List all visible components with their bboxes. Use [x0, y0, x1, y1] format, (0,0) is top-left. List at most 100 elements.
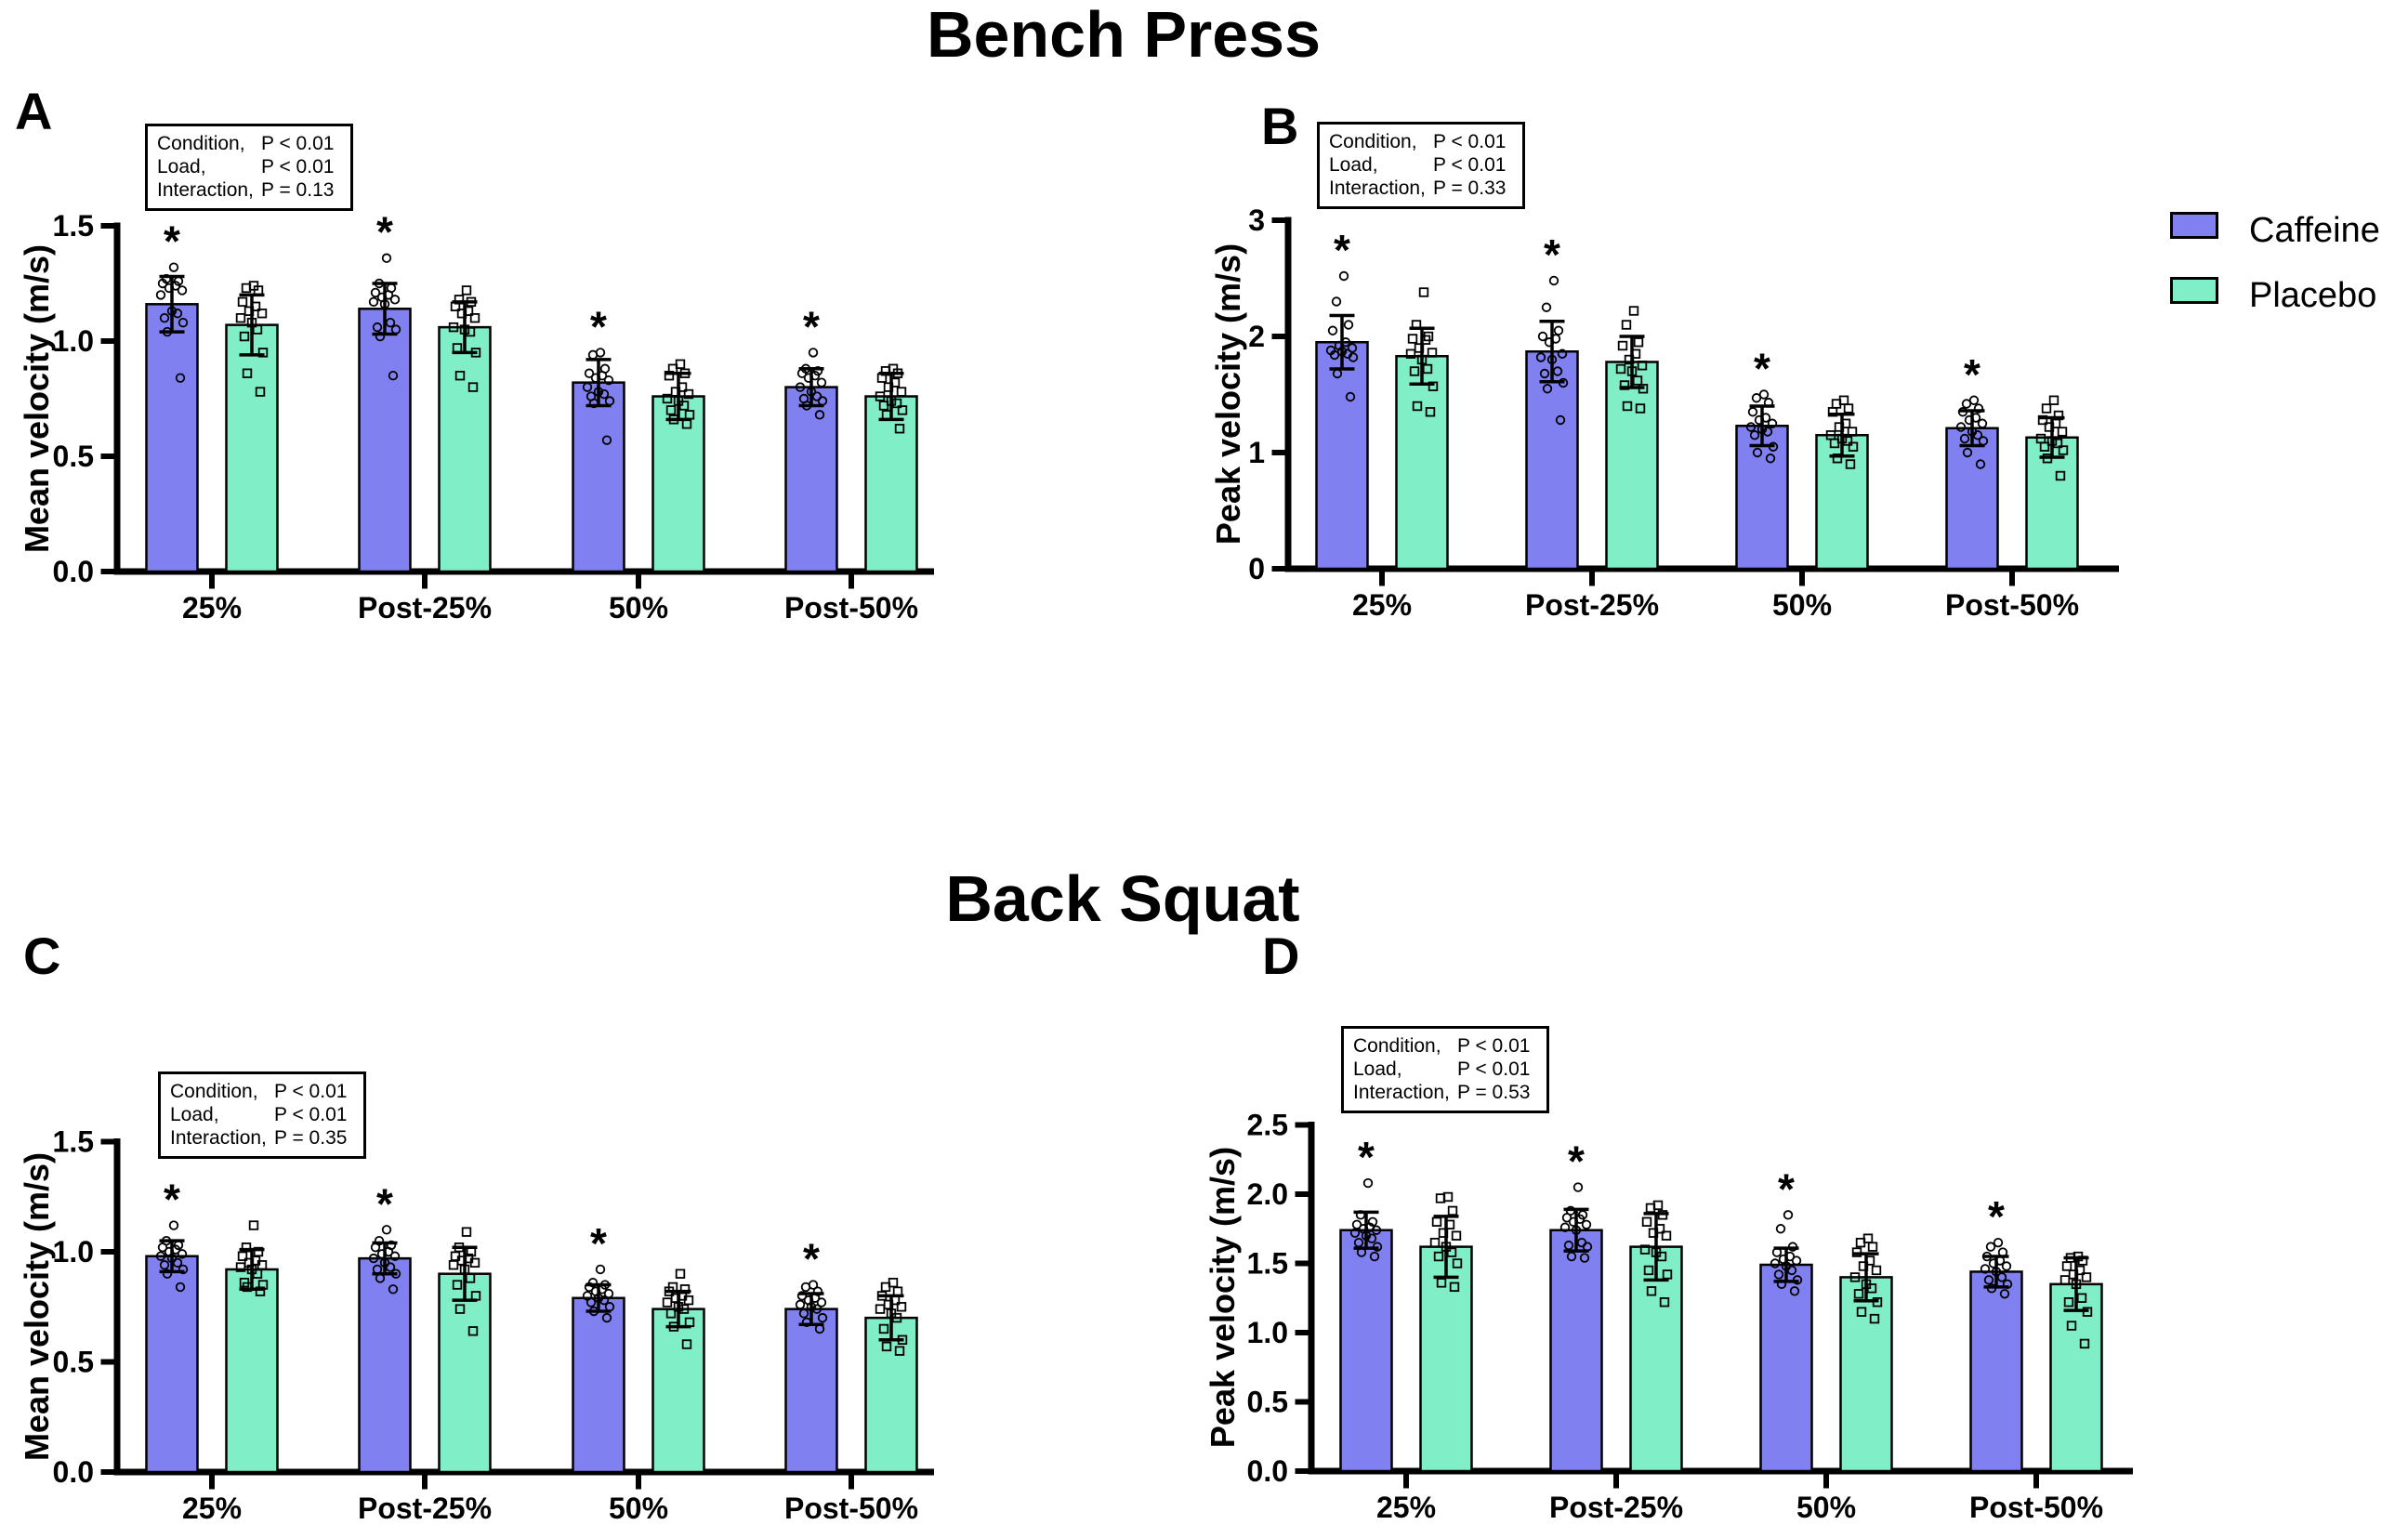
panel-D-x-tick-label: Post-50% — [1969, 1491, 2103, 1524]
datapoint-square-C — [466, 1246, 477, 1257]
datapoint-square-A — [450, 301, 461, 312]
datapoint-circle-C — [389, 1251, 401, 1261]
datapoint-circle-B — [1555, 414, 1566, 426]
datapoint-square-A — [456, 309, 467, 319]
datapoint-square-B — [1418, 287, 1429, 297]
panel-A-x-tick — [422, 574, 428, 589]
significance-asterisk-D-Post-50%: * — [1988, 1192, 2005, 1241]
datapoint-square-B — [1425, 407, 1436, 417]
panel-A-x-axis — [113, 568, 934, 575]
datapoint-square-C — [461, 1227, 472, 1237]
datapoint-square-C — [459, 1264, 470, 1275]
datapoint-circle-B — [1327, 325, 1338, 335]
datapoint-square-D — [1866, 1283, 1877, 1294]
panel-D-y-tick-label: 2.0 — [1247, 1177, 1288, 1211]
datapoint-square-D — [1657, 1210, 1668, 1220]
datapoint-square-C — [252, 1269, 263, 1279]
datapoint-square-D — [2081, 1272, 2092, 1282]
stats-p-value: P < 0.01 — [261, 156, 335, 177]
datapoint-square-C — [897, 1334, 908, 1346]
datapoint-square-B — [1834, 422, 1845, 432]
datapoint-square-B — [1617, 340, 1628, 351]
panel-C-y-tick — [100, 1469, 114, 1475]
datapoint-circle-C — [390, 1269, 401, 1279]
datapoint-circle-D — [1349, 1228, 1361, 1238]
datapoint-circle-A — [808, 348, 819, 358]
datapoint-circle-D — [1572, 1182, 1584, 1192]
panel-B-y-tick-label: 1 — [1248, 436, 1265, 469]
bar-C-placebo-50% — [651, 1308, 705, 1474]
datapoint-circle-D — [1353, 1237, 1364, 1248]
datapoint-circle-A — [389, 295, 401, 305]
datapoint-circle-B — [1977, 418, 1988, 428]
datapoint-circle-C — [162, 1269, 173, 1279]
datapoint-circle-C — [814, 1323, 825, 1334]
datapoint-square-B — [2057, 427, 2068, 437]
datapoint-square-A — [242, 368, 253, 378]
panel-letter-B: B — [1261, 97, 1299, 155]
datapoint-square-D — [1864, 1255, 1875, 1266]
datapoint-square-B — [1416, 354, 1428, 365]
datapoint-circle-B — [1767, 418, 1778, 428]
stats-factor-label: Load, — [1353, 1058, 1402, 1080]
datapoint-circle-D — [1776, 1279, 1787, 1290]
datapoint-circle-D — [1981, 1251, 1993, 1262]
panel-D-y-tick — [1295, 1330, 1309, 1335]
datapoint-square-D — [1645, 1203, 1656, 1214]
datapoint-square-D — [2061, 1261, 2072, 1271]
datapoint-square-B — [2058, 445, 2069, 455]
datapoint-square-A — [252, 324, 263, 335]
datapoint-circle-B — [1961, 399, 1972, 409]
datapoint-square-C — [681, 1339, 692, 1349]
bar-B-placebo-Post-25% — [1605, 361, 1659, 571]
datapoint-square-D — [1441, 1242, 1452, 1252]
datapoint-circle-C — [388, 1284, 399, 1295]
datapoint-square-D — [1446, 1247, 1457, 1257]
panel-A-x-tick-label: 25% — [182, 591, 242, 624]
datapoint-square-D — [1643, 1265, 1654, 1276]
datapoint-circle-B — [1338, 270, 1349, 282]
panel-A-y-tick-label: 1.5 — [53, 209, 94, 243]
panel-B-x-tick — [1379, 572, 1385, 586]
datapoint-circle-D — [1999, 1289, 2010, 1299]
significance-asterisk-A-Post-50%: * — [803, 302, 820, 350]
datapoint-circle-C — [604, 1302, 615, 1312]
datapoint-circle-A — [178, 317, 189, 328]
datapoint-square-B — [1412, 401, 1423, 412]
panel-D-y-axis — [1308, 1122, 1315, 1475]
panel-letter-C: C — [23, 927, 61, 985]
datapoint-square-D — [2082, 1307, 2093, 1317]
panel-C-x-axis — [113, 1468, 934, 1476]
figure-title-back-squat: Back Squat — [945, 862, 1300, 935]
panel-A-y-tick — [100, 569, 114, 574]
datapoint-circle-B — [1544, 337, 1555, 348]
datapoint-square-A — [664, 370, 675, 381]
datapoint-circle-A — [155, 290, 166, 300]
datapoint-circle-C — [811, 1304, 822, 1314]
datapoint-square-D — [1851, 1247, 1862, 1257]
datapoint-circle-A — [601, 435, 612, 445]
datapoint-circle-D — [1571, 1225, 1582, 1235]
legend-label-placebo: Placebo — [2249, 276, 2377, 315]
datapoint-circle-B — [1553, 325, 1564, 335]
datapoint-circle-C — [584, 1282, 595, 1293]
datapoint-square-A — [466, 296, 477, 308]
datapoint-square-C — [673, 1302, 684, 1312]
stats-p-value: P < 0.01 — [1433, 154, 1507, 176]
datapoint-circle-B — [1978, 436, 1989, 446]
datapoint-circle-C — [372, 1264, 383, 1275]
panel-A-y-tick-label: 0.0 — [53, 555, 94, 588]
datapoint-circle-B — [1962, 447, 1973, 458]
datapoint-circle-D — [1783, 1210, 1794, 1220]
panel-C-y-tick-label: 1.5 — [53, 1125, 94, 1159]
bar-B-placebo-25% — [1395, 355, 1449, 571]
bar-B-caffeine-25% — [1315, 341, 1369, 571]
datapoint-circle-A — [803, 373, 814, 383]
datapoint-circle-D — [1581, 1219, 1592, 1229]
panel-C-y-tick-label: 0.5 — [53, 1346, 94, 1379]
datapoint-circle-A — [172, 309, 183, 319]
panel-letter-D: D — [1262, 927, 1300, 985]
datapoint-circle-B — [1768, 441, 1779, 452]
datapoint-circle-B — [1537, 331, 1548, 342]
datapoint-square-C — [684, 1317, 695, 1328]
